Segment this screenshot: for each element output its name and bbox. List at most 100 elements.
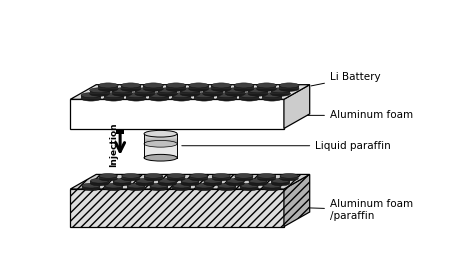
Ellipse shape xyxy=(81,96,101,101)
Ellipse shape xyxy=(194,96,214,101)
Bar xyxy=(122,176,140,179)
Bar xyxy=(203,181,222,183)
Ellipse shape xyxy=(172,183,190,188)
Ellipse shape xyxy=(211,86,231,91)
Ellipse shape xyxy=(150,183,168,188)
Ellipse shape xyxy=(271,178,290,183)
Ellipse shape xyxy=(113,178,132,183)
Ellipse shape xyxy=(136,181,154,186)
Bar xyxy=(158,181,177,183)
Bar xyxy=(144,140,177,141)
Ellipse shape xyxy=(218,183,236,188)
Ellipse shape xyxy=(225,91,245,96)
Ellipse shape xyxy=(112,88,132,93)
Ellipse shape xyxy=(257,176,276,181)
Ellipse shape xyxy=(249,181,267,186)
Ellipse shape xyxy=(189,86,209,91)
Bar xyxy=(248,90,268,94)
Ellipse shape xyxy=(126,93,146,98)
Ellipse shape xyxy=(189,83,209,88)
Bar xyxy=(234,85,254,89)
Bar xyxy=(279,85,299,89)
Bar xyxy=(180,90,200,94)
Bar xyxy=(195,186,213,188)
Ellipse shape xyxy=(104,183,123,188)
Bar xyxy=(70,189,284,227)
Bar xyxy=(135,90,155,94)
Ellipse shape xyxy=(217,93,237,98)
Ellipse shape xyxy=(98,83,118,88)
Ellipse shape xyxy=(263,183,281,188)
Text: Liquid paraffin: Liquid paraffin xyxy=(182,141,391,151)
Ellipse shape xyxy=(256,86,276,91)
Bar xyxy=(235,176,253,179)
Ellipse shape xyxy=(144,130,177,137)
Bar xyxy=(90,90,110,94)
Ellipse shape xyxy=(122,173,140,178)
Bar xyxy=(189,85,209,89)
Ellipse shape xyxy=(81,93,101,98)
Ellipse shape xyxy=(226,178,245,183)
Bar xyxy=(280,176,298,179)
Ellipse shape xyxy=(279,83,299,88)
Ellipse shape xyxy=(82,186,100,191)
Bar xyxy=(144,143,177,144)
Bar xyxy=(144,134,177,135)
Ellipse shape xyxy=(180,88,200,93)
Bar xyxy=(172,186,190,188)
Ellipse shape xyxy=(239,96,259,101)
Ellipse shape xyxy=(239,93,259,98)
Ellipse shape xyxy=(90,88,110,93)
Ellipse shape xyxy=(257,173,276,178)
Ellipse shape xyxy=(234,86,254,91)
Bar xyxy=(136,181,154,183)
Bar xyxy=(150,186,168,188)
Ellipse shape xyxy=(279,86,299,91)
Bar xyxy=(239,95,259,99)
Ellipse shape xyxy=(190,176,208,181)
Bar xyxy=(194,95,214,99)
Bar xyxy=(226,181,245,183)
Bar xyxy=(212,176,230,179)
Ellipse shape xyxy=(104,186,123,191)
Text: Aluminum foam
/paraffin: Aluminum foam /paraffin xyxy=(309,199,413,221)
Bar xyxy=(167,176,185,179)
Ellipse shape xyxy=(121,83,141,88)
Bar xyxy=(240,186,258,188)
Ellipse shape xyxy=(166,86,186,91)
Polygon shape xyxy=(70,175,310,189)
Ellipse shape xyxy=(256,83,276,88)
Ellipse shape xyxy=(262,96,282,101)
Ellipse shape xyxy=(99,173,117,178)
Ellipse shape xyxy=(226,181,245,186)
Ellipse shape xyxy=(150,186,168,191)
Ellipse shape xyxy=(240,183,258,188)
Ellipse shape xyxy=(203,181,222,186)
Ellipse shape xyxy=(158,91,177,96)
Ellipse shape xyxy=(280,173,298,178)
Ellipse shape xyxy=(249,178,267,183)
Text: Injection: Injection xyxy=(109,122,118,167)
Bar xyxy=(158,90,177,94)
Ellipse shape xyxy=(144,173,162,178)
Bar xyxy=(271,181,290,183)
Bar xyxy=(81,95,101,99)
Ellipse shape xyxy=(143,86,163,91)
Ellipse shape xyxy=(181,178,199,183)
Text: Aluminum foam: Aluminum foam xyxy=(307,110,413,120)
Text: Li Battery: Li Battery xyxy=(311,72,380,86)
Ellipse shape xyxy=(158,88,177,93)
Bar xyxy=(127,186,145,188)
Ellipse shape xyxy=(158,181,177,186)
Ellipse shape xyxy=(126,96,146,101)
Ellipse shape xyxy=(113,181,132,186)
Ellipse shape xyxy=(121,86,141,91)
Ellipse shape xyxy=(167,173,185,178)
Ellipse shape xyxy=(171,93,191,98)
Ellipse shape xyxy=(211,83,231,88)
Bar xyxy=(211,85,231,89)
Bar xyxy=(171,95,191,99)
Ellipse shape xyxy=(235,173,253,178)
Ellipse shape xyxy=(104,96,124,101)
Bar xyxy=(113,181,132,183)
